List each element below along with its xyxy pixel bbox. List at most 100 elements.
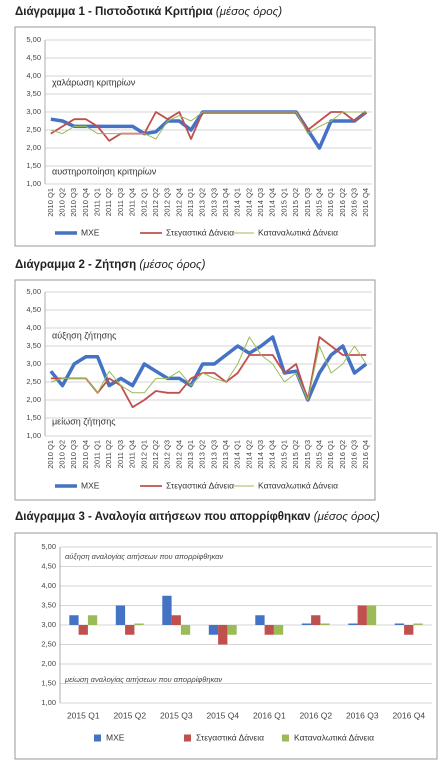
x-tick-label: 2015 Q3 <box>303 188 312 217</box>
legend-label: Στεγαστικά Δάνεια <box>166 227 234 237</box>
x-tick-label: 2015 Q4 <box>206 710 239 720</box>
chart-frame <box>14 532 438 760</box>
bar <box>87 615 98 625</box>
x-tick-label: 2011 Q3 <box>116 440 125 468</box>
x-tick-label: 2011 Q4 <box>128 188 137 216</box>
y-tick-label: 2,50 <box>26 377 41 386</box>
y-tick-label: 4,50 <box>26 305 41 314</box>
x-tick-label: 2015 Q3 <box>303 440 312 469</box>
x-tick-label: 2016 Q1 <box>253 710 286 720</box>
bar <box>413 623 423 625</box>
bar <box>115 605 126 625</box>
x-tick-label: 2014 Q2 <box>244 440 253 469</box>
chart-subtitle: (μέσος όρος) <box>314 511 380 523</box>
x-tick-label: 2015 Q1 <box>279 440 288 469</box>
x-tick-label: 2011 Q2 <box>104 188 113 216</box>
legend-label: Καταναλωτικά Δάνεια <box>258 480 338 490</box>
x-tick-label: 2016 Q2 <box>299 710 332 720</box>
annotation: μείωση ζήτησης <box>52 416 116 426</box>
bar <box>69 615 79 625</box>
x-tick-label: 2016 Q4 <box>361 188 370 217</box>
y-tick-label: 4,00 <box>41 581 56 590</box>
x-tick-label: 2014 Q3 <box>256 188 265 217</box>
y-tick-label: 4,00 <box>26 323 41 332</box>
x-tick-label: 2013 Q1 <box>186 440 195 469</box>
y-tick-label: 2,00 <box>41 659 56 668</box>
x-tick-label: 2010 Q2 <box>58 188 67 217</box>
x-tick-label: 2012 Q2 <box>151 440 160 469</box>
x-tick-label: 2015 Q1 <box>67 710 100 720</box>
x-tick-label: 2010 Q1 <box>46 440 55 469</box>
chart-title-main: Διάγραμμα 2 - Ζήτηση <box>15 259 136 271</box>
y-tick-label: 5,00 <box>26 35 41 44</box>
y-tick-label: 3,00 <box>41 620 56 629</box>
y-tick-label: 3,50 <box>41 600 56 609</box>
bar <box>227 625 237 635</box>
x-tick-label: 2011 Q2 <box>104 440 113 468</box>
y-tick-label: 2,50 <box>26 125 41 134</box>
x-tick-label: 2010 Q1 <box>46 188 55 217</box>
x-tick-label: 2012 Q3 <box>163 188 172 217</box>
y-tick-label: 4,50 <box>41 561 56 570</box>
x-tick-label: 2010 Q4 <box>81 440 90 469</box>
annotation: αυστηροποίηση κριτηρίων <box>52 166 157 176</box>
bar <box>320 623 330 625</box>
x-tick-label: 2014 Q2 <box>244 188 253 217</box>
y-tick-label: 1,00 <box>26 431 41 440</box>
bar <box>171 615 181 625</box>
x-tick-label: 2013 Q3 <box>209 440 218 469</box>
x-tick-label: 2012 Q1 <box>139 440 148 469</box>
x-tick-label: 2010 Q3 <box>69 188 78 217</box>
x-tick-label: 2014 Q3 <box>256 440 265 469</box>
x-tick-label: 2016 Q3 <box>349 440 358 469</box>
x-tick-label: 2011 Q1 <box>93 440 102 468</box>
annotation: αύξηση αναλογίας αιτήσεων που απορρίφθηκ… <box>65 552 223 561</box>
legend-label: ΜΧΕ <box>106 732 125 742</box>
chart-title-main: Διάγραμμα 3 - Αναλογία αιτήσεων που απορ… <box>15 511 311 523</box>
x-tick-label: 2012 Q4 <box>174 188 183 217</box>
x-tick-label: 2012 Q2 <box>151 188 160 217</box>
y-tick-label: 1,50 <box>26 161 41 170</box>
bar <box>162 595 172 625</box>
x-tick-label: 2010 Q3 <box>69 440 78 469</box>
x-tick-label: 2013 Q4 <box>221 440 230 469</box>
x-tick-label: 2016 Q1 <box>326 188 335 217</box>
x-tick-label: 2015 Q2 <box>113 710 146 720</box>
y-tick-label: 3,00 <box>26 107 41 116</box>
annotation: μείωση αναλογίας αιτήσεων που απορρίφθηκ… <box>64 675 222 684</box>
y-tick-label: 4,00 <box>26 71 41 80</box>
y-tick-label: 4,50 <box>26 53 41 62</box>
chart-subtitle: (μέσος όρος) <box>216 6 282 18</box>
x-tick-label: 2015 Q2 <box>291 440 300 469</box>
bar <box>273 625 284 635</box>
y-tick-label: 5,00 <box>41 542 56 551</box>
x-tick-label: 2016 Q4 <box>392 710 425 720</box>
x-tick-label: 2012 Q4 <box>174 440 183 469</box>
annotation: χαλάρωση κριτηρίων <box>52 77 136 87</box>
y-tick-label: 1,50 <box>26 413 41 422</box>
x-tick-label: 2013 Q3 <box>209 188 218 217</box>
x-tick-label: 2016 Q2 <box>338 188 347 217</box>
y-tick-label: 1,50 <box>41 678 56 687</box>
legend-label: Καταναλωτικά Δάνεια <box>294 732 374 742</box>
x-tick-label: 2013 Q4 <box>221 188 230 217</box>
chart-frame <box>14 279 376 501</box>
bar <box>180 625 191 635</box>
y-tick-label: 1,00 <box>41 698 56 707</box>
y-tick-label: 3,00 <box>26 359 41 368</box>
x-tick-label: 2012 Q1 <box>139 188 148 217</box>
y-tick-label: 2,00 <box>26 143 41 152</box>
y-tick-label: 3,50 <box>26 341 41 350</box>
x-tick-label: 2015 Q3 <box>160 710 193 720</box>
x-tick-label: 2011 Q1 <box>93 188 102 216</box>
y-tick-label: 2,00 <box>26 395 41 404</box>
x-tick-label: 2015 Q4 <box>314 440 323 469</box>
legend-label: ΜΧΕ <box>81 480 100 490</box>
chart-subtitle: (μέσος όρος) <box>139 259 205 271</box>
bar <box>301 623 312 625</box>
x-tick-label: 2014 Q4 <box>268 188 277 217</box>
x-tick-label: 2013 Q2 <box>198 188 207 217</box>
x-tick-label: 2015 Q2 <box>291 188 300 217</box>
bar <box>357 605 367 625</box>
